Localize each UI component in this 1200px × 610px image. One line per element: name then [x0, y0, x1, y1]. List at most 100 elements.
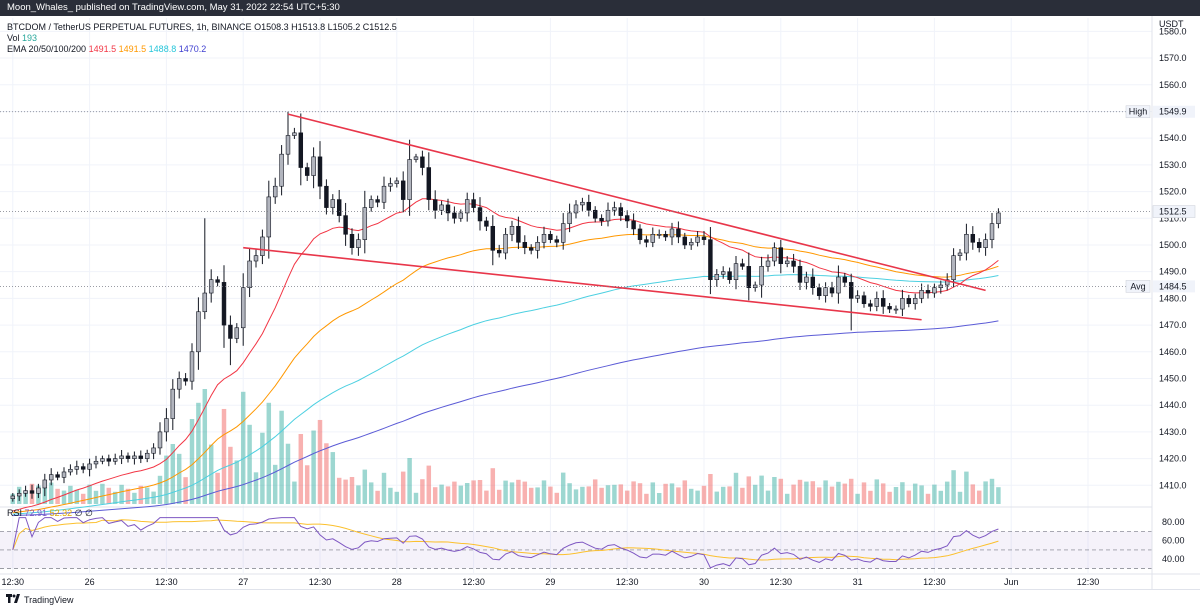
candle — [791, 253, 796, 273]
ema200-line — [12, 320, 999, 517]
volume-bar — [804, 481, 809, 504]
price-tag-label-box — [1125, 280, 1151, 293]
candle-body — [458, 212, 464, 219]
candle — [477, 197, 483, 231]
candle-body — [810, 276, 816, 289]
footer: TradingView — [0, 589, 1200, 610]
y-tick-label: 1460.0 — [1159, 347, 1187, 357]
candle — [29, 484, 35, 499]
candle — [439, 200, 444, 215]
candle — [484, 216, 489, 231]
candle — [10, 493, 16, 502]
candle-body — [349, 233, 355, 248]
candle-body — [452, 212, 457, 219]
price-tag-label-box — [1125, 105, 1151, 119]
legend-open: O1508.3 — [254, 22, 289, 32]
candle — [151, 443, 156, 460]
candle — [471, 192, 476, 213]
volume-bar — [848, 478, 854, 504]
candle-body — [464, 199, 470, 214]
candle — [522, 235, 528, 255]
y-tick-label: 1440.0 — [1159, 400, 1187, 410]
volume-bar — [868, 490, 873, 504]
volume-bar — [932, 484, 937, 504]
candle-body — [260, 236, 265, 256]
candle — [663, 230, 668, 241]
candle — [548, 230, 553, 244]
candle-body — [919, 290, 924, 299]
candle-body — [132, 455, 137, 459]
candle-body — [407, 159, 412, 200]
candle-body — [740, 263, 745, 267]
candle — [55, 471, 60, 481]
candle-body — [368, 199, 374, 208]
candle-body — [932, 287, 937, 294]
legend-ema-row: EMA 20/50/100/200 1491.5 1491.5 1488.8 1… — [7, 44, 206, 55]
ema100-line — [12, 274, 999, 515]
candle — [503, 227, 508, 260]
candle-body — [516, 225, 521, 243]
candle — [426, 152, 432, 211]
candle — [650, 227, 656, 248]
volume-bar — [381, 472, 387, 504]
candle — [541, 226, 547, 249]
candle-body — [676, 228, 681, 238]
candle — [925, 284, 931, 299]
candle-body — [208, 279, 214, 294]
candle-body — [656, 233, 662, 236]
volume-bar — [426, 465, 432, 504]
candle — [247, 247, 252, 298]
volume-bar — [490, 468, 496, 504]
candle — [848, 273, 854, 331]
volume-bar — [663, 483, 668, 504]
volume-bar — [445, 486, 451, 504]
candle — [784, 256, 790, 268]
x-tick-label: 12:30 — [1077, 577, 1100, 587]
volume-bar — [394, 491, 400, 504]
volume-bar — [279, 410, 284, 504]
candle-body — [522, 242, 528, 248]
candle-body — [234, 327, 240, 339]
candle — [452, 206, 457, 224]
volume-bar — [720, 486, 726, 504]
candle — [394, 177, 400, 188]
volume-bar — [772, 477, 777, 504]
candle — [765, 254, 771, 272]
candle-body — [477, 207, 483, 222]
candle — [733, 255, 739, 290]
candle — [458, 209, 464, 222]
volume-bar — [55, 488, 60, 504]
candle-body — [528, 247, 534, 251]
legend-volume-value: 193 — [22, 33, 38, 43]
y-tick-label: 1510.0 — [1159, 213, 1187, 223]
volume-bar — [170, 444, 176, 504]
candle — [893, 305, 899, 314]
candle — [132, 451, 137, 465]
candle-body — [695, 236, 700, 243]
legend-symbol-row: BTCDOM / TetherUS PERPETUAL FUTURES, 1h,… — [7, 22, 397, 33]
rsi-ma-line — [12, 519, 999, 561]
price-chart[interactable]: USDT 1410.0 1420.0 1430.0 1440.0 1450.0 1460.0… — [0, 16, 1200, 589]
candle — [221, 265, 227, 348]
candle-body — [560, 223, 566, 243]
candle — [279, 145, 284, 196]
volume-bar — [413, 492, 419, 504]
candle — [900, 289, 905, 317]
candle-body — [388, 183, 393, 187]
candle-body — [976, 242, 982, 248]
legend-ema20: 1491.5 — [88, 44, 117, 54]
candle — [336, 189, 342, 223]
candle-body — [567, 212, 572, 224]
candle — [61, 467, 67, 484]
candle-body — [784, 260, 790, 264]
candle-body — [336, 199, 342, 216]
candle-body — [10, 495, 16, 499]
candle — [861, 291, 867, 308]
candle — [330, 194, 336, 215]
chart-area[interactable]: USDT 1410.0 1420.0 1430.0 1440.0 1450.0 1460.0… — [0, 16, 1200, 589]
candle — [228, 315, 233, 366]
candle-body — [266, 196, 272, 238]
candle-body — [592, 209, 598, 219]
x-tick-label: 12:30 — [770, 577, 793, 587]
candle-body — [605, 209, 611, 222]
